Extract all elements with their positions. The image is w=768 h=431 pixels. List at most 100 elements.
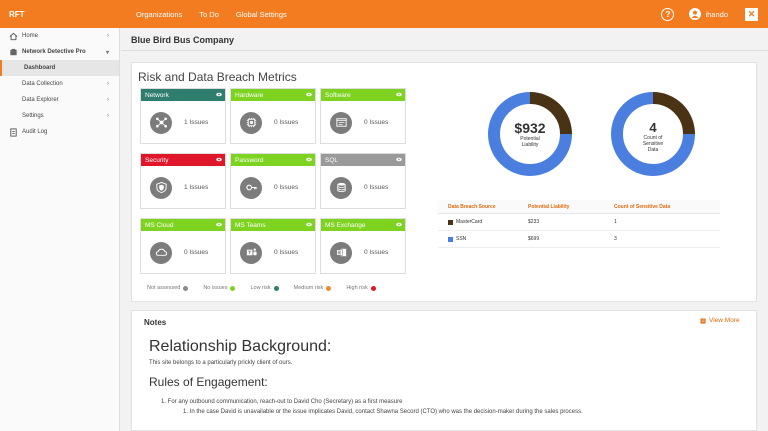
chevron-down-icon: ▾ <box>105 49 109 56</box>
card-label: Hardware <box>235 91 264 99</box>
card-header: MS Exchange <box>321 219 405 231</box>
sidebar-item-dashboard[interactable]: Dashboard <box>0 60 119 76</box>
liability-label-1: Potential <box>520 136 540 142</box>
donut-slice-ssn[interactable] <box>611 92 695 176</box>
sidebar-item-home[interactable]: Home › <box>0 28 119 44</box>
view-more-link[interactable]: View More <box>700 317 740 324</box>
card-header: Security <box>141 154 225 166</box>
col-header-count[interactable]: Count of Sensitive Data <box>614 203 671 210</box>
software-icon <box>330 111 352 134</box>
legend-item: Low risk <box>250 285 279 291</box>
sidebar-item-data-explorer[interactable]: Data Explorer › <box>0 92 119 108</box>
card-count: 0 Issues <box>364 184 389 191</box>
table-row[interactable]: SSN $699 3 <box>438 231 720 248</box>
notes-heading-rules: Rules of Engagement: <box>149 375 268 389</box>
card-label: Software <box>325 91 351 99</box>
table-header-row: Data Breach Source Potential Liability C… <box>438 200 720 214</box>
card-label: Password <box>235 156 264 164</box>
divider <box>121 50 768 51</box>
chevron-right-icon: › <box>107 97 109 103</box>
eye-icon[interactable] <box>216 222 222 227</box>
card-count: 0 Issues <box>184 249 209 256</box>
legend-label: High risk <box>346 285 368 291</box>
eye-icon[interactable] <box>396 222 402 227</box>
card-label: Network <box>145 91 169 99</box>
card-hardware[interactable]: Hardware 0 Issues <box>230 88 316 144</box>
nav-to-do[interactable]: To Do <box>199 9 219 19</box>
user-name: ihando <box>705 9 728 19</box>
card-label: Security <box>145 156 169 164</box>
card-ms-exchange[interactable]: MS Exchange 0 Issues <box>320 218 406 274</box>
notes-list-item: 1. For any outbound communication, reach… <box>161 399 403 405</box>
liability-total: $932 <box>514 120 546 136</box>
key-icon <box>240 176 262 199</box>
table-row[interactable]: MasterCard $233 1 <box>438 214 720 231</box>
eye-icon[interactable] <box>306 92 312 97</box>
card-count: 0 Issues <box>274 184 299 191</box>
card-header: Password <box>231 154 315 166</box>
card-count: 0 Issues <box>364 249 389 256</box>
card-password[interactable]: Password 0 Issues <box>230 153 316 209</box>
col-header-source[interactable]: Data Breach Source <box>448 203 496 210</box>
home-icon <box>9 32 18 41</box>
sidebar-item-audit-log[interactable]: Audit Log <box>0 124 119 140</box>
card-label: MS Cloud <box>145 221 174 229</box>
sidebar-item-label: Audit Log <box>22 129 48 135</box>
eye-icon[interactable] <box>306 157 312 162</box>
database-icon <box>330 176 352 199</box>
sidebar-item-settings[interactable]: Settings › <box>0 108 119 124</box>
sidebar-item-data-collection[interactable]: Data Collection › <box>0 76 119 92</box>
notes-text-background: This site belongs to a particularly pric… <box>149 360 293 366</box>
donut-slice-ssn[interactable] <box>488 92 572 176</box>
document-icon <box>9 127 18 137</box>
legend-dot <box>230 285 236 291</box>
top-right-controls: ? ihando ✕ <box>661 7 758 21</box>
card-label: SQL <box>325 156 339 164</box>
chevron-right-icon: › <box>107 113 109 119</box>
page-title: Blue Bird Bus Company <box>131 35 235 45</box>
eye-icon[interactable] <box>396 157 402 162</box>
nav-organizations[interactable]: Organizations <box>136 9 183 19</box>
donut-slice-mastercard[interactable] <box>652 92 695 135</box>
legend-item: Medium risk <box>294 285 332 291</box>
chip-icon <box>240 111 262 134</box>
nav-global-settings[interactable]: Global Settings <box>235 9 287 19</box>
card-count: 1 Issues <box>184 119 209 126</box>
sidebar-item-network-detective-pro[interactable]: Network Detective Pro ▾ <box>0 44 119 60</box>
cell-source: SSN <box>456 236 467 242</box>
eye-icon[interactable] <box>396 92 402 97</box>
sidebar: Home › Network Detective Pro ▾ Dashboard… <box>0 28 120 431</box>
card-security[interactable]: Security 1 Issues <box>140 153 226 209</box>
notes-icon <box>700 318 706 323</box>
eye-icon[interactable] <box>216 92 222 97</box>
sidebar-item-label: Network Detective Pro <box>22 49 86 55</box>
card-network[interactable]: Network 1 Issues <box>140 88 226 144</box>
card-ms-cloud[interactable]: MS Cloud 0 Issues <box>140 218 226 274</box>
user-menu[interactable]: ihando <box>689 8 728 20</box>
eye-icon[interactable] <box>306 222 312 227</box>
card-ms-teams[interactable]: MS Teams 0 Issues <box>230 218 316 274</box>
card-sql[interactable]: SQL 0 Issues <box>320 153 406 209</box>
sidebar-item-label: Settings <box>22 113 44 119</box>
teams-icon <box>240 241 262 264</box>
donut-slice-mastercard[interactable] <box>529 92 572 135</box>
risk-legend: Not assessed No issues Low risk Medium r… <box>147 285 376 291</box>
card-software[interactable]: Software 0 Issues <box>320 88 406 144</box>
notes-title: Notes <box>144 318 167 327</box>
legend-dot <box>273 285 279 291</box>
cloud-icon <box>150 241 172 264</box>
legend-label: Not assessed <box>147 285 181 291</box>
eye-icon[interactable] <box>216 157 222 162</box>
brand-logo[interactable]: RFT <box>9 9 25 19</box>
help-icon[interactable]: ? <box>661 7 675 21</box>
chevron-right-icon: › <box>107 81 109 87</box>
card-count: 0 Issues <box>364 119 389 126</box>
exchange-icon <box>330 241 352 264</box>
app-switcher-icon[interactable]: ✕ <box>745 7 758 21</box>
chevron-right-icon: › <box>107 33 109 39</box>
card-count: 0 Issues <box>274 249 299 256</box>
col-header-liability[interactable]: Potential Liability <box>528 203 570 210</box>
cell-liability: $233 <box>528 219 540 225</box>
card-label: MS Teams <box>235 221 266 229</box>
card-header: Network <box>141 89 225 101</box>
